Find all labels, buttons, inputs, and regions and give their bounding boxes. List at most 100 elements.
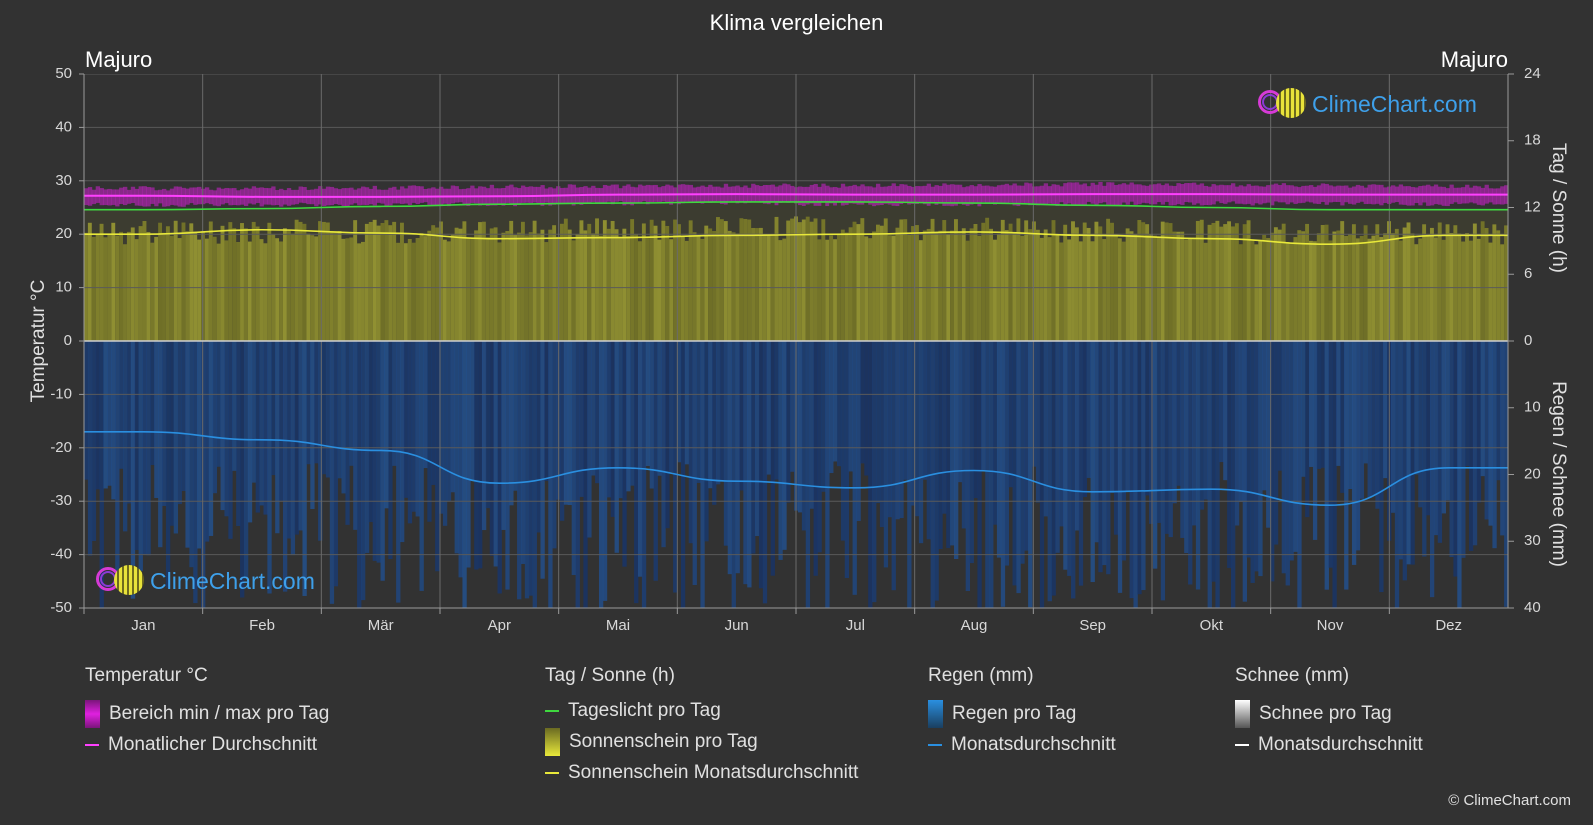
rain-bar <box>341 341 346 494</box>
sunshine-bar <box>1215 220 1220 341</box>
rain-bar <box>610 341 615 517</box>
sunshine-bar <box>1402 227 1407 341</box>
sunshine-bar <box>887 235 892 341</box>
sunshine-bar <box>606 228 612 341</box>
rain-bar <box>528 341 534 596</box>
rain-bar <box>1188 341 1193 585</box>
sunshine-bar <box>87 222 93 341</box>
sunshine-bar <box>844 232 850 341</box>
sunshine-bar <box>407 238 413 341</box>
rain-bar <box>809 341 814 509</box>
rain-bar <box>829 341 834 474</box>
sunshine-bar <box>462 221 467 341</box>
rain-bar <box>1441 341 1446 514</box>
sunshine-bar <box>1086 227 1091 341</box>
rain-bar <box>1492 341 1497 549</box>
rain-bar <box>1465 341 1470 467</box>
rain-bar <box>1414 341 1419 475</box>
right-axis-label-bottom: Regen / Schnee (mm) <box>1548 381 1569 567</box>
rain-bar <box>520 341 526 564</box>
sunshine-bar <box>559 223 565 341</box>
sunshine-bar <box>1141 222 1146 341</box>
rain-bar <box>189 341 194 568</box>
temp-range-bar <box>1164 183 1169 202</box>
sunshine-bar <box>201 231 206 341</box>
temp-range-bar <box>1429 186 1435 206</box>
rain-bar <box>197 341 202 549</box>
rain-bar <box>1063 341 1068 570</box>
month-label: Dez <box>1435 617 1462 634</box>
rain-bar <box>1180 341 1185 538</box>
rain-bar <box>126 341 132 504</box>
temp-range-bar <box>782 183 787 203</box>
sunshine-bar <box>1293 237 1298 341</box>
rain-bar <box>1168 341 1173 538</box>
sunshine-bar <box>700 238 705 341</box>
sunshine-bar <box>1367 238 1372 341</box>
sunshine-bar <box>528 232 534 341</box>
rain-bar <box>1254 341 1259 572</box>
sunshine-bar <box>1059 242 1064 341</box>
brand-logo-top[interactable]: ClimeChart.com <box>1258 86 1477 122</box>
rain-bar <box>236 341 241 527</box>
rain-bar <box>302 341 307 596</box>
sunshine-bar <box>146 231 151 341</box>
sunshine-bar <box>1039 237 1045 341</box>
chart-title: Klima vergleichen <box>709 10 884 35</box>
rain-bar <box>1039 341 1045 608</box>
rain-bar <box>1141 341 1146 591</box>
sunshine-bar <box>587 223 592 341</box>
sunshine-bar <box>883 218 889 341</box>
sunshine-bar <box>684 240 690 341</box>
rain-bar <box>353 341 358 530</box>
rain-bar <box>1242 341 1248 602</box>
rain-bar <box>1059 341 1064 527</box>
rain-bar <box>407 341 413 524</box>
brand-logo-bottom[interactable]: ClimeChart.com <box>96 563 315 599</box>
temp-range-bar <box>423 188 428 203</box>
rain-bar <box>123 341 128 532</box>
rain-bar <box>918 341 924 544</box>
sunshine-bar <box>665 225 670 341</box>
sunshine-bar <box>563 218 569 341</box>
rain-bar <box>1223 341 1228 481</box>
rain-bar <box>1344 341 1349 590</box>
sunshine-bar <box>368 221 374 341</box>
rain-bar <box>1207 341 1212 608</box>
rain-bar <box>1028 341 1033 608</box>
sunshine-bar <box>1301 231 1306 341</box>
snow-avg-line-icon <box>1235 744 1249 746</box>
temp-tick-label: -20 <box>50 439 72 456</box>
rain-bar <box>1102 341 1107 566</box>
rain-avg-line-icon <box>928 744 942 746</box>
temp-range-bar <box>360 186 366 205</box>
temp-tick-label: -50 <box>50 599 72 616</box>
sunshine-bar <box>197 239 202 341</box>
rain-bar <box>84 341 89 480</box>
sunshine-bar <box>1328 240 1333 341</box>
brand-name-bottom: ClimeChart.com <box>150 567 315 594</box>
rain-bar <box>150 341 155 466</box>
brand-name-top: ClimeChart.com <box>1312 90 1477 117</box>
temp-range-bar <box>1121 183 1127 203</box>
sunshine-bar <box>809 221 814 341</box>
sunshine-bar <box>1223 224 1228 341</box>
temp-range-bar <box>1242 186 1248 205</box>
month-label: Sep <box>1079 617 1106 634</box>
temp-range-bar <box>684 184 690 202</box>
rain-bar <box>1051 341 1056 596</box>
temp-range-bar <box>505 185 510 203</box>
sunshine-bar <box>1098 226 1103 341</box>
rain-bar <box>138 341 143 572</box>
rain-bar <box>505 341 510 590</box>
rain-bar <box>864 341 869 476</box>
rain-bar <box>1480 341 1485 477</box>
rain-bar <box>224 341 229 517</box>
legend-label: Monatsdurchschnitt <box>951 734 1116 755</box>
rain-bar <box>1426 341 1431 516</box>
rain-bar <box>1328 341 1333 568</box>
rain-bar <box>688 341 694 544</box>
sunshine-bar <box>1090 241 1095 341</box>
sunshine-bar <box>263 243 268 341</box>
sunshine-bar <box>875 224 881 341</box>
